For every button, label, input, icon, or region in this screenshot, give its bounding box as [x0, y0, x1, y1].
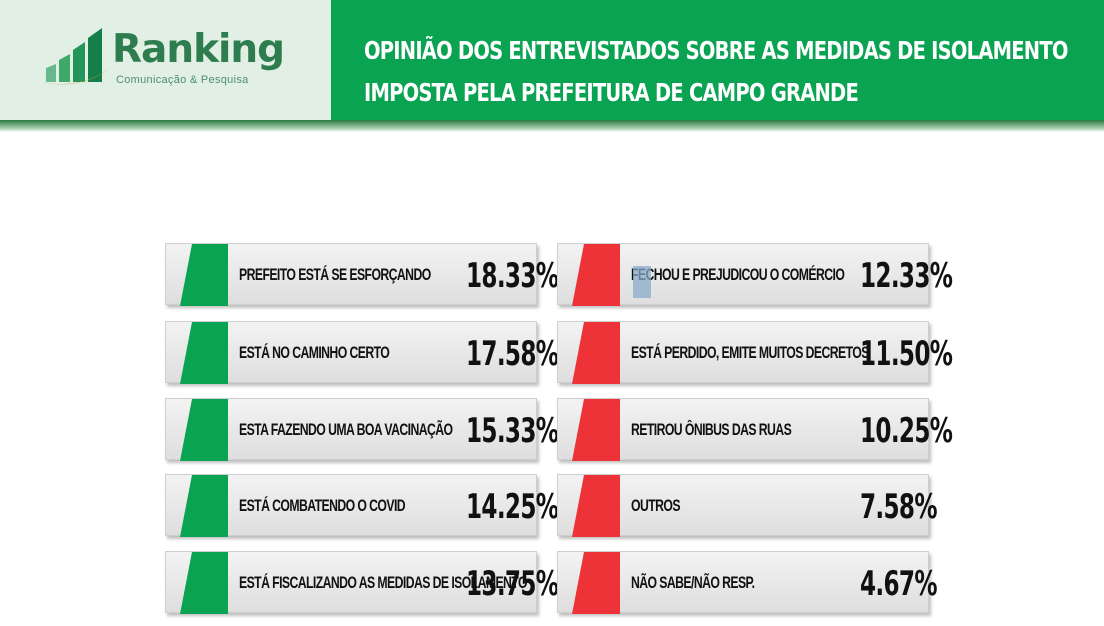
result-value: 12.33%: [860, 256, 953, 296]
result-card: OUTROS 7.58%: [557, 474, 937, 537]
result-value: 18.33%: [466, 256, 559, 296]
result-card: ESTÁ NO CAMINHO CERTO 17.58%: [165, 321, 559, 384]
result-value: 4.67%: [860, 564, 937, 604]
result-card: ESTÁ PERDIDO, EMITE MUITOS DECRETOS 11.50…: [557, 321, 953, 384]
result-value: 13.75%: [466, 564, 559, 604]
result-value: 10.25%: [860, 411, 953, 451]
title-line-2: IMPOSTA PELA PREFEITURA DE CAMPO GRANDE: [364, 78, 859, 107]
result-card: NÃO SABE/NÃO RESP. 4.67%: [557, 551, 937, 614]
result-card: RETIROU ÔNIBUS DAS RUAS 10.25%: [557, 398, 953, 461]
result-card: ESTA FAZENDO UMA BOA VACINAÇÃO 15.33%: [165, 398, 559, 461]
result-label: NÃO SABE/NÃO RESP.: [631, 573, 755, 592]
color-stripe: [180, 244, 228, 306]
title-line-1: OPINIÃO DOS ENTREVISTADOS SOBRE AS MEDID…: [364, 36, 1068, 65]
result-label: PREFEITO ESTÁ SE ESFORÇANDO: [239, 265, 431, 284]
result-label: ESTÁ FISCALIZANDO AS MEDIDAS DE ISOLAMEN…: [239, 573, 528, 592]
logo-tagline: Comunicação & Pesquisa: [116, 74, 249, 86]
result-label: RETIROU ÔNIBUS DAS RUAS: [631, 420, 792, 439]
page-title: OPINIÃO DOS ENTREVISTADOS SOBRE AS MEDID…: [364, 30, 1068, 114]
result-card: PREFEITO ESTÁ SE ESFORÇANDO 18.33%: [165, 243, 559, 306]
result-card: ESTÁ COMBATENDO O COVID 14.25%: [165, 474, 559, 537]
color-stripe: [180, 322, 228, 384]
header-divider: [0, 120, 1104, 132]
result-card: FECHOU E PREJUDICOU O COMÉRCIO 12.33%: [557, 243, 953, 306]
result-value: 11.50%: [860, 334, 953, 374]
text-cursor-highlight: [633, 266, 651, 298]
result-label: ESTA FAZENDO UMA BOA VACINAÇÃO: [239, 420, 453, 439]
result-value: 7.58%: [860, 487, 937, 527]
result-label: ESTÁ NO CAMINHO CERTO: [239, 343, 390, 362]
color-stripe: [180, 399, 228, 461]
logo-panel: Ranking Comunicação & Pesquisa: [0, 0, 331, 120]
result-label: FECHOU E PREJUDICOU O COMÉRCIO: [631, 265, 845, 284]
result-value: 15.33%: [466, 411, 559, 451]
result-value: 14.25%: [466, 487, 559, 527]
color-stripe: [572, 552, 620, 614]
result-label: ESTÁ PERDIDO, EMITE MUITOS DECRETOS: [631, 343, 869, 362]
logo-wordmark: Ranking: [112, 27, 285, 72]
color-stripe: [572, 322, 620, 384]
result-value: 17.58%: [466, 334, 559, 374]
result-card: ESTÁ FISCALIZANDO AS MEDIDAS DE ISOLAMEN…: [165, 551, 559, 614]
result-label: OUTROS: [631, 496, 680, 515]
color-stripe: [180, 475, 228, 537]
color-stripe: [572, 475, 620, 537]
result-label: ESTÁ COMBATENDO O COVID: [239, 496, 406, 515]
ranking-logo-icon: [42, 28, 114, 85]
color-stripe: [572, 399, 620, 461]
color-stripe: [572, 244, 620, 306]
color-stripe: [180, 552, 228, 614]
